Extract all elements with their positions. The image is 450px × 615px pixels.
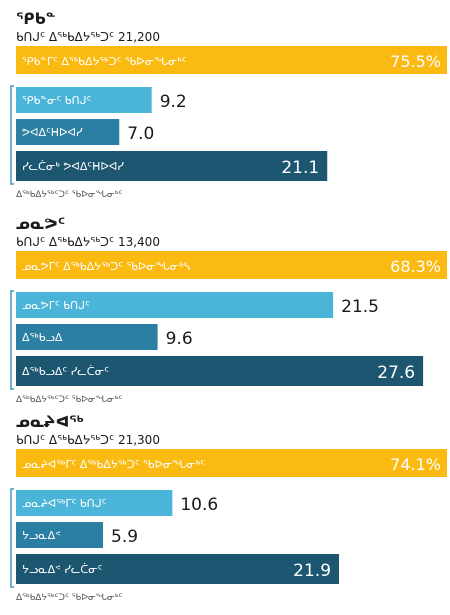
category-label: ᕿᑲᓐᓂᑦ ᑲᑎᒍᑦ [22,94,92,107]
category-bar [16,292,334,318]
value-label: 10.6 [180,495,218,515]
category-bar [16,151,328,181]
rate-value-label: 75.5% [390,52,441,71]
category-bar [16,119,120,145]
value-label: 9.2 [160,92,187,112]
rate-bar [16,251,447,279]
region-title: ᓄᓇᕗᑦ [16,215,65,233]
category-label: ᓄᓇᕗᒥᑦ ᑲᑎᒍᑦ [22,299,90,312]
value-label: 5.9 [111,527,138,547]
rate-bar [16,46,447,74]
population-label: ᑲᑎᒍᑦ ᐃᖅᑲᐃᔭᖅᑐᑦ 21,200 [16,30,160,44]
rate-bar-label: ᕿᑲᓐᒥᑦ ᐃᖅᑲᐃᔭᖅᑐᑦ ᖃᐅᓂᖓᓂᒃᑦ [22,55,187,68]
group-bracket [10,290,14,390]
category-bar [16,522,104,548]
category-bar [16,324,158,350]
section-caption: ᐃᖅᑲᐃᔭᖅᑦᑐᑦ ᖃᐅᓂᖓᓂᒃᑦ [16,593,122,603]
category-bar [16,490,173,516]
category-label: ᐃᖅᑲᓗᐃ [22,331,63,344]
rate-value-label: 74.1% [390,455,441,474]
value-label: 9.6 [166,329,193,349]
rate-bar-label: ᓄᓇᕗᒥᑦ ᐃᖅᑲᐃᔭᖅᑐᑦ ᖃᐅᓂᖓᓂᒃᓴ [22,260,190,273]
value-label: 21.9 [293,561,331,581]
category-bar [16,356,424,386]
region-title: ᕿᑲᓐ [16,10,56,28]
value-label: 21.1 [281,158,319,178]
category-label: ᔭᓗᓇᐃᕝ [22,529,61,542]
rate-bar-label: ᓄᓇᖨᐊᖅᒥᑦ ᐃᖅᑲᐃᔭᖅᑐᑦ ᖃᐅᓂᖓᓂᒃᑦ [22,458,205,471]
population-label: ᑲᑎᒍᑦ ᐃᖅᑲᐃᔭᖅᑐᑦ 21,300 [16,433,160,447]
group-bracket [10,85,14,185]
group-bracket [10,488,14,588]
category-bar [16,554,340,584]
value-label: 21.5 [341,297,379,317]
section-caption: ᐃᖅᑲᐃᔭᖅᑦᑐᑦ ᖃᐅᓂᖓᓂᒃᑦ [16,395,122,405]
value-label: 27.6 [377,363,415,383]
category-label: ᓄᓇᖨᐊᖅᒥᑦ ᑲᑎᒍᑦ [22,497,107,510]
population-label: ᑲᑎᒍᑦ ᐃᖅᑲᐃᔭᖅᑐᑦ 13,400 [16,235,160,249]
category-label: ᕗᐊᐃᑦᕼᐅᐊᓯ [22,126,83,139]
rate-value-label: 68.3% [390,257,441,276]
category-label: ᔭᓗᓇᐃᕝ ᓯᓚᑖᓂᑦ [22,563,103,576]
category-bar [16,87,152,113]
region-title: ᓄᓇᖨᐊᖅ [16,413,84,431]
rate-bar [16,449,447,477]
category-label: ᐃᖅᑲᓗᐃᑦ ᓯᓚᑖᓂᑦ [22,365,109,378]
category-label: ᓯᓚᑖᓂᒃ ᕗᐊᐃᑦᕼᐅᐊᓯ [22,160,124,173]
value-label: 7.0 [127,124,154,144]
section-caption: ᐃᖅᑲᐃᔭᖅᑦᑐᑦ ᖃᐅᓂᖓᓂᒃᑦ [16,190,122,200]
